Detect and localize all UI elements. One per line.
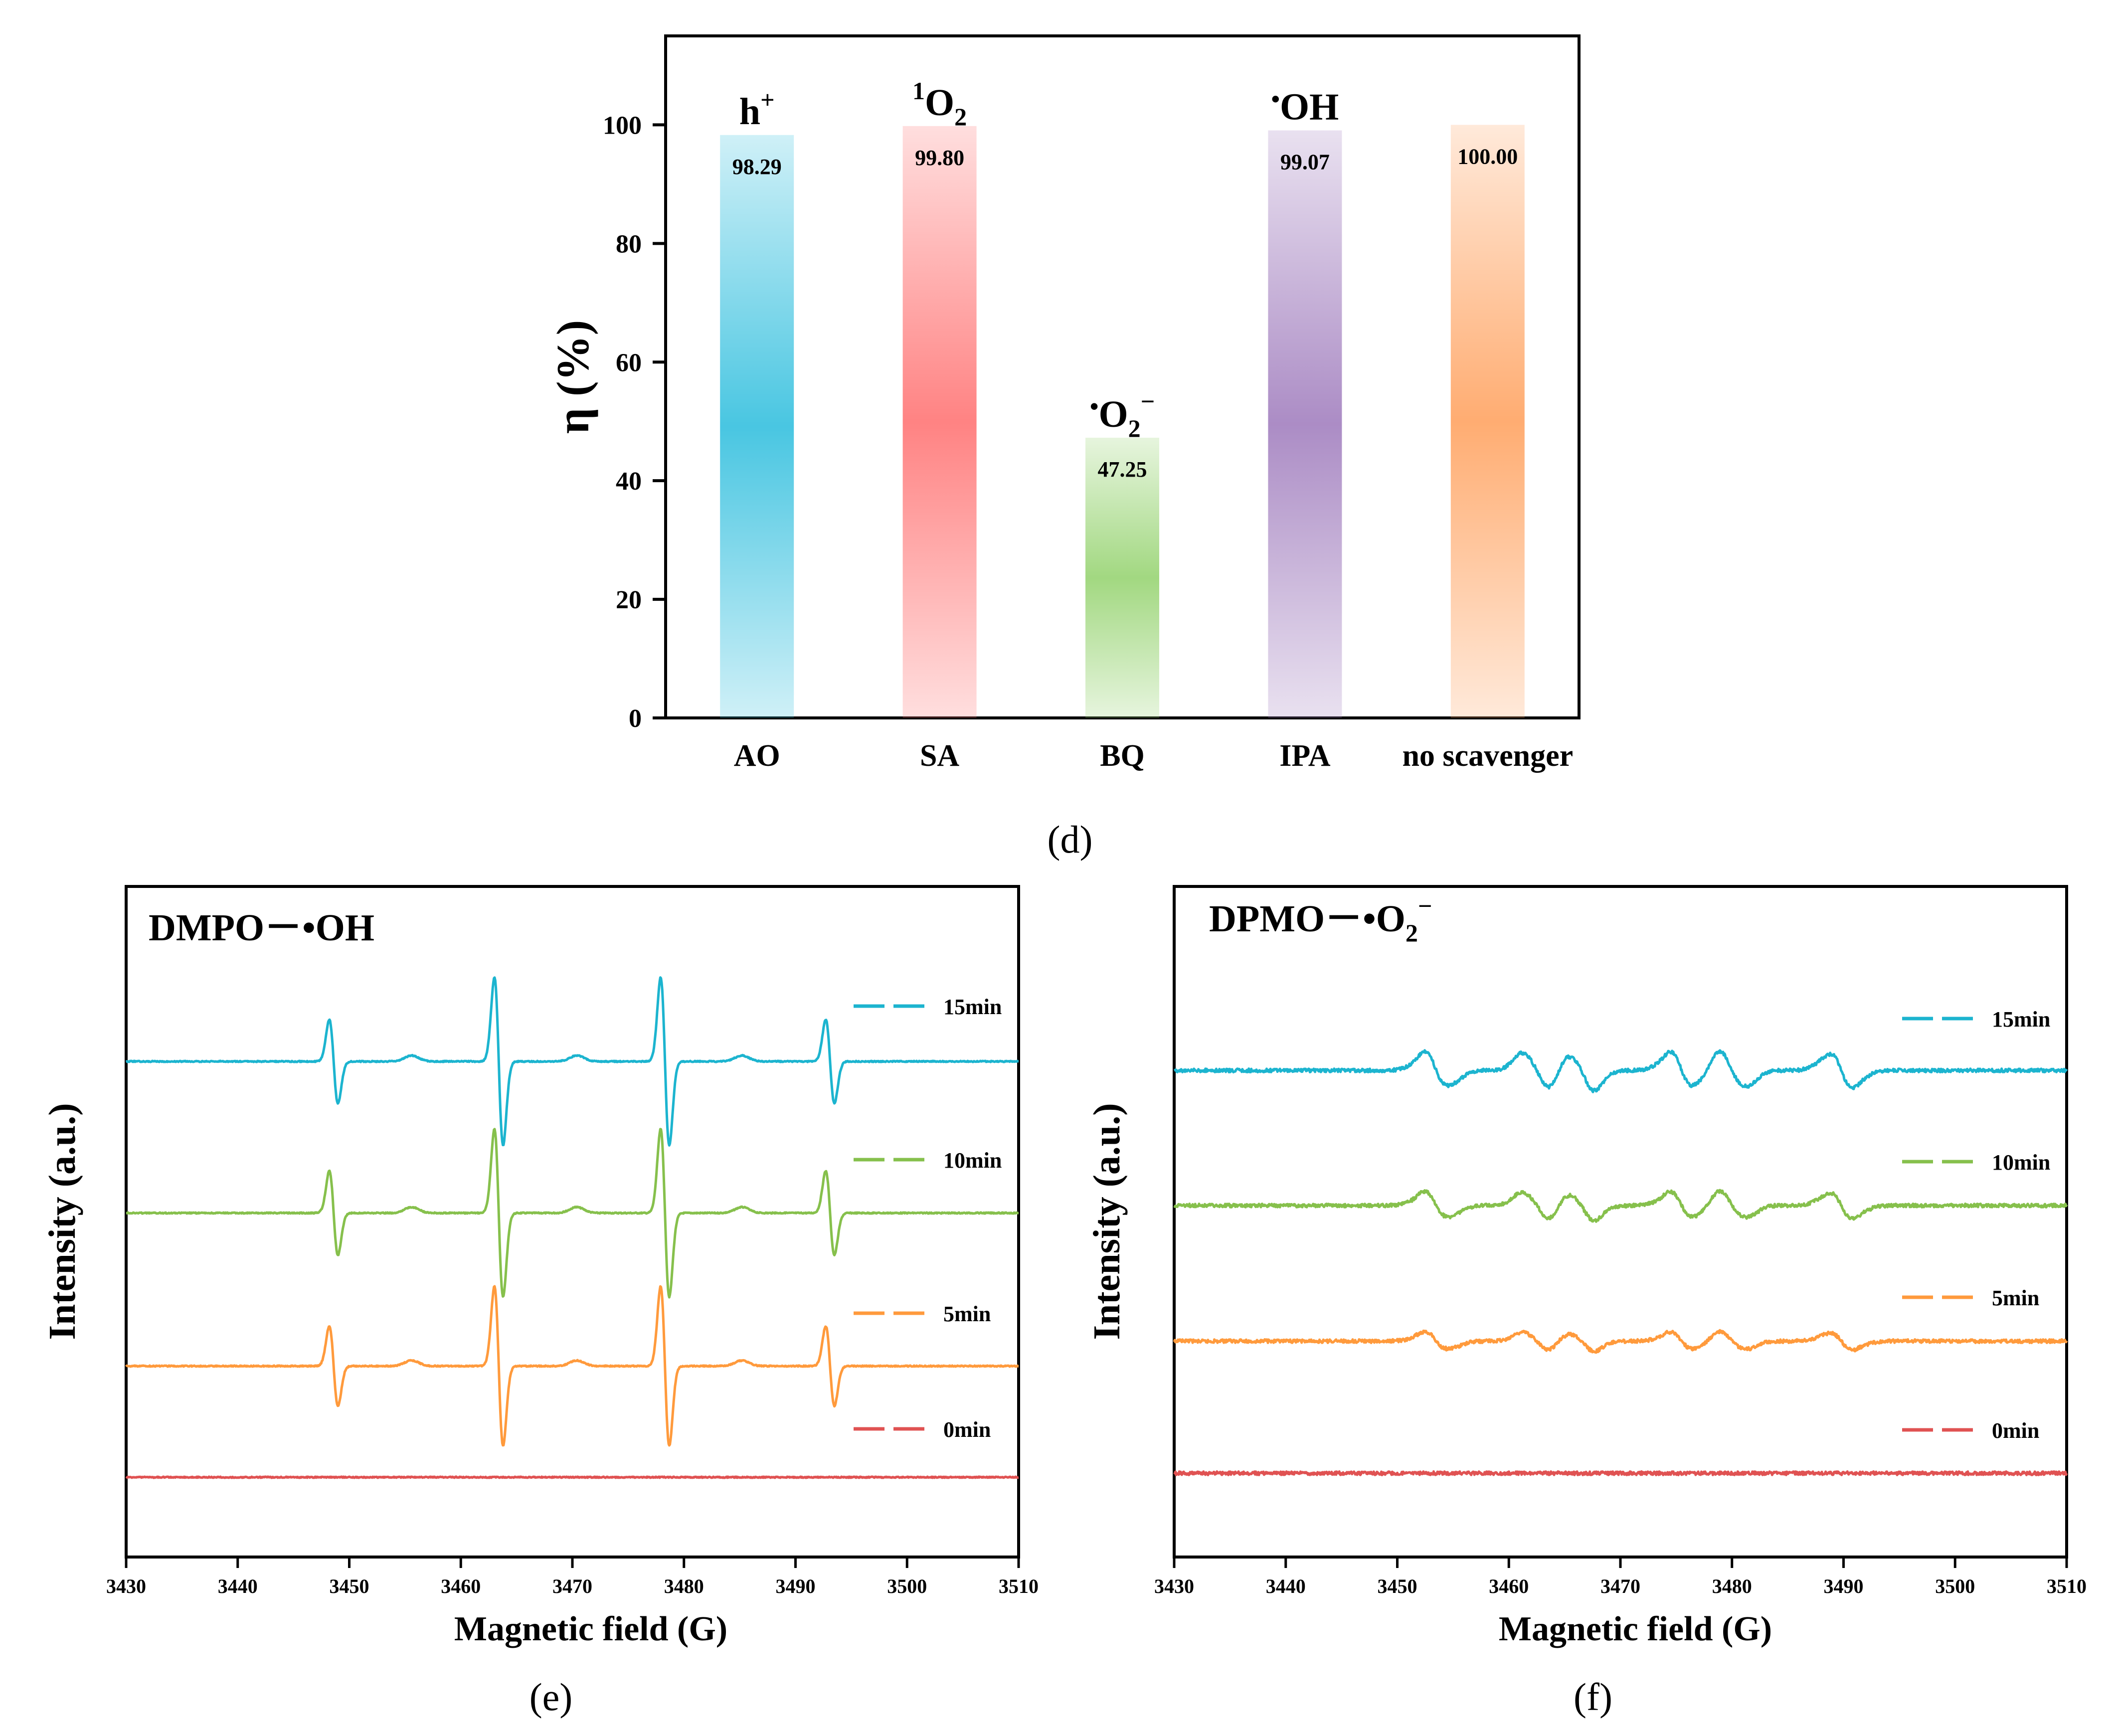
bar-no-scavenger (1450, 125, 1525, 718)
series-line-10min (125, 1128, 1020, 1299)
x-tick-label-f: 3500 (1935, 1575, 1975, 1597)
y-tick-label-d: 20 (616, 586, 642, 614)
caption-f: (f) (1574, 1675, 1612, 1719)
legend-label-10min: 10min (943, 1148, 1002, 1173)
x-tick-label-f: 3430 (1154, 1575, 1194, 1597)
x-tick-label-d: BQ (1100, 739, 1145, 773)
y-tick-label-d: 40 (616, 467, 642, 496)
series-line-0min (1173, 1470, 2068, 1476)
bar-value-label: 47.25 (1098, 457, 1147, 482)
series-line-10min (1173, 1189, 2068, 1223)
legend-label-15min: 15min (1992, 1007, 2050, 1032)
panel-e-epr-chart: DMPO－•OH Intensity (a.u.) Magnetic field… (41, 885, 1039, 1719)
legend-label-0min: 0min (943, 1417, 991, 1442)
x-tick-label-e: 3510 (999, 1575, 1039, 1597)
bar-sa (902, 126, 977, 718)
y-tick-label-d: 60 (616, 348, 642, 377)
series-f (1173, 1049, 2068, 1476)
x-tick-label-f: 3510 (2047, 1575, 2087, 1597)
y-axis-label-e: Intensity (a.u.) (41, 1103, 83, 1340)
x-tick-label-f: 3460 (1489, 1575, 1529, 1597)
bar-value-label: 100.00 (1457, 144, 1518, 169)
plot-frame-f (1173, 885, 2068, 1559)
x-tick-label-e: 3440 (218, 1575, 258, 1597)
panel-f-epr-chart: DPMO－•O2− Intensity (a.u.) Magnetic fiel… (1086, 885, 2087, 1719)
bar-value-label: 99.80 (915, 146, 964, 170)
series-line-15min (1173, 1049, 2068, 1093)
x-tick-label-e: 3490 (776, 1575, 816, 1597)
panel-d-bar-chart: η (%) 0 20 40 60 80 100 AO SA BQ IPA no scavenger… (547, 34, 1581, 861)
title-e: DMPO－•OH (149, 907, 374, 949)
legend-label-10min: 10min (1992, 1150, 2050, 1175)
caption-e: (e) (529, 1675, 573, 1719)
x-tick-label-d: SA (920, 739, 959, 773)
bar-bq (1085, 437, 1159, 718)
y-tick-label-d: 100 (603, 111, 642, 140)
x-axis-label-e: Magnetic field (G) (454, 1610, 727, 1648)
value-labels-d: 98.29 99.80 47.25 99.07 100.00 (732, 144, 1518, 481)
species-h-plus: h+ (739, 86, 775, 133)
x-tick-label-f: 3440 (1266, 1575, 1306, 1597)
x-tick-label-f: 3490 (1824, 1575, 1864, 1597)
x-tick-label-e: 3430 (106, 1575, 146, 1597)
y-tick-label-d: 80 (616, 230, 642, 258)
legend-label-5min: 5min (943, 1302, 991, 1326)
x-tick-label-e: 3460 (441, 1575, 481, 1597)
legend-f: 15min 10min 5min 0min (1902, 1007, 2050, 1443)
caption-d: (d) (1048, 818, 1093, 861)
series-line-15min (125, 976, 1020, 1147)
x-tick-label-d: no scavenger (1402, 739, 1573, 773)
y-axis-label-d: η (%) (547, 320, 598, 434)
legend-label-15min: 15min (943, 995, 1002, 1019)
x-axis-label-f: Magnetic field (G) (1499, 1610, 1772, 1648)
x-tick-label-d: IPA (1279, 739, 1330, 773)
y-axis-label-f: Intensity (a.u.) (1086, 1103, 1128, 1340)
series-line-0min (125, 1475, 1020, 1479)
bar-value-label: 98.29 (732, 155, 782, 179)
x-tick-label-e: 3480 (664, 1575, 704, 1597)
species-hydroxyl: •OH (1271, 85, 1339, 128)
species-singlet-oxygen: 1O2 (912, 77, 967, 131)
x-tick-label-f: 3450 (1378, 1575, 1417, 1597)
x-tick-label-e: 3500 (887, 1575, 927, 1597)
x-tick-label-e: 3470 (552, 1575, 592, 1597)
x-ticks-d: AO SA BQ IPA no scavenger (734, 739, 1573, 773)
y-ticks-d: 0 20 40 60 80 100 (603, 111, 666, 733)
species-superoxide: •O2− (1090, 387, 1155, 442)
bar-value-label: 99.07 (1280, 150, 1330, 174)
species-labels-d: h+ 1O2 •O2− •OH (739, 77, 1339, 442)
series-line-5min (125, 1285, 1020, 1447)
series-e (125, 976, 1020, 1479)
x-ticks-f: 3430 3440 3450 3460 3470 3480 3490 3500 3510 (1154, 1557, 2087, 1597)
x-tick-label-f: 3470 (1600, 1575, 1640, 1597)
legend-e: 15min 10min 5min 0min (854, 995, 1002, 1442)
y-tick-label-d: 0 (629, 704, 642, 733)
bar-ipa (1268, 130, 1342, 718)
bars-d (720, 125, 1525, 718)
x-ticks-e: 3430 3440 3450 3460 3470 3480 3490 3500 3510 (106, 1557, 1039, 1597)
x-tick-label-e: 3450 (330, 1575, 369, 1597)
plot-frame-e (125, 885, 1020, 1559)
x-tick-label-d: AO (734, 739, 780, 773)
legend-label-0min: 0min (1992, 1418, 2039, 1443)
x-tick-label-f: 3480 (1712, 1575, 1752, 1597)
legend-label-5min: 5min (1992, 1286, 2039, 1310)
bar-ao (720, 135, 794, 718)
title-f: DPMO－•O2− (1209, 892, 1432, 947)
series-line-5min (1173, 1329, 2068, 1354)
